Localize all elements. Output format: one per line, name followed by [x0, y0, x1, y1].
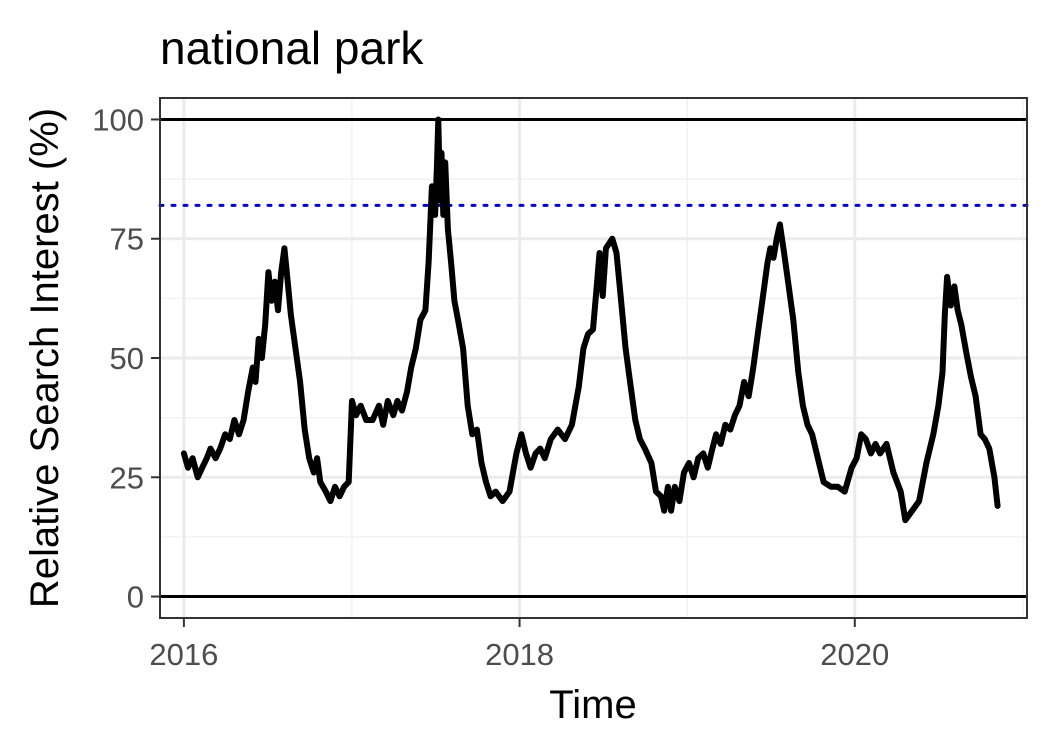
- series-group: [180, 116, 1001, 524]
- y-tick-label: 50: [110, 341, 144, 376]
- y-tick-label: 0: [127, 580, 144, 615]
- y-axis-title: Relative Search Interest (%): [23, 108, 67, 608]
- x-axis-title: Time: [549, 683, 636, 727]
- y-tick-label: 100: [92, 102, 144, 137]
- series-line: [180, 116, 1001, 524]
- x-tick-label: 2016: [149, 637, 218, 672]
- y-tick-label: 25: [110, 460, 144, 495]
- reference-lines: [158, 117, 1029, 599]
- x-tick-label: 2018: [485, 637, 554, 672]
- x-tick-label: 2020: [820, 637, 889, 672]
- y-tick-label: 75: [110, 222, 144, 257]
- chart-title: national park: [160, 22, 424, 74]
- x-axis: 2016 2018 2020: [149, 618, 889, 672]
- y-axis: 0 25 50 75 100: [92, 102, 160, 615]
